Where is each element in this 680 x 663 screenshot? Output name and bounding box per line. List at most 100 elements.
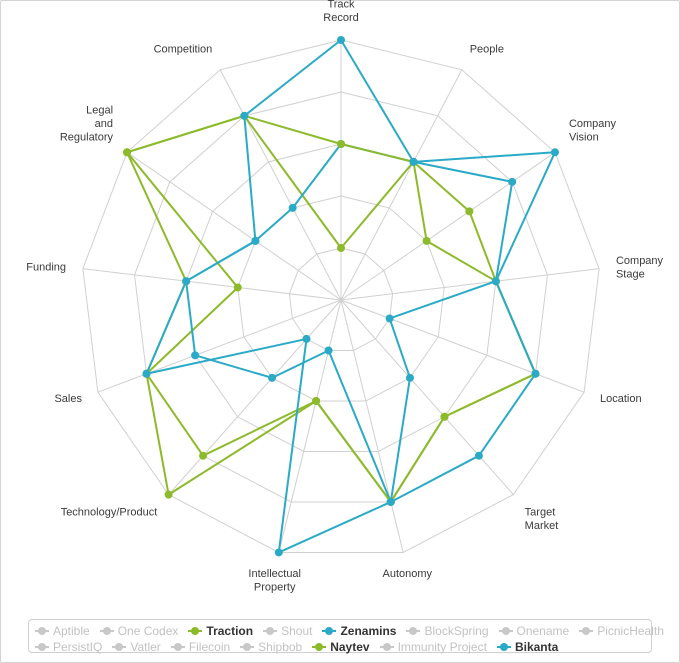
axis-label-3: Company Stage (616, 255, 664, 281)
data-point-naytev-11[interactable] (123, 148, 132, 157)
axis-label-line: Technology/Product (61, 506, 158, 518)
data-point-bikanta-11[interactable] (251, 236, 260, 245)
data-point-bikanta-10[interactable] (182, 277, 191, 286)
axis-label-9: Sales (54, 393, 82, 405)
series-line-naytev[interactable] (126, 114, 537, 503)
axis-label-1: People (470, 44, 504, 56)
axis-label-line: Company (569, 118, 617, 130)
legend-item-traction[interactable]: Traction (188, 623, 253, 639)
legend-marker-icon (188, 626, 203, 636)
legend-item-one-codex[interactable]: One Codex (99, 623, 178, 639)
axis-label-4: Location (600, 393, 642, 405)
data-point-bikanta-3[interactable] (491, 277, 500, 286)
axis-label-line: Market (525, 520, 559, 532)
axis-label-line: Stage (616, 268, 645, 280)
data-point-zenamins-2[interactable] (508, 177, 517, 186)
axis-label-10: Funding (26, 262, 66, 274)
data-point-traction-2[interactable] (465, 207, 474, 216)
axis-label-line: Property (254, 581, 296, 593)
axis-label-line: Company (616, 255, 664, 267)
data-point-naytev-0[interactable] (337, 140, 345, 148)
legend-marker-icon (240, 642, 255, 652)
legend-item-zenamins[interactable]: Zenamins (322, 623, 396, 639)
legend-marker-icon (322, 626, 337, 636)
data-point-zenamins-5[interactable] (405, 373, 414, 382)
data-point-naytev-8[interactable] (164, 490, 173, 499)
legend-label: Shipbob (258, 640, 303, 654)
axis-label-11: Legal and Regulatory (60, 105, 114, 144)
legend-label: Traction (206, 624, 254, 638)
legend-label: Shout (281, 624, 313, 638)
axis-label-line: Sales (54, 393, 82, 405)
legend-marker-icon (35, 642, 49, 652)
legend-marker-icon (263, 626, 278, 636)
legend-label: BlockSpring (424, 624, 489, 638)
data-point-bikanta-6[interactable] (386, 497, 395, 506)
data-point-zenamins-12[interactable] (288, 203, 297, 212)
data-point-zenamins-4[interactable] (385, 314, 394, 323)
data-point-bikanta-0[interactable] (337, 36, 345, 44)
legend-item-persistiq[interactable]: PersistIQ (35, 639, 102, 655)
legend-item-blockspring[interactable]: BlockSpring (406, 623, 489, 639)
axis-label-12: Competition (154, 44, 213, 56)
grid-spoke (278, 299, 342, 553)
legend-item-filecoin[interactable]: Filecoin (170, 639, 231, 655)
data-point-bikanta-12[interactable] (240, 111, 249, 120)
legend-item-shipbob[interactable]: Shipbob (240, 639, 302, 655)
data-point-bikanta-9[interactable] (142, 369, 151, 378)
legend-item-naytev[interactable]: Naytev (312, 639, 370, 655)
series-traction[interactable] (123, 111, 540, 506)
legend-item-shout[interactable]: Shout (263, 623, 312, 639)
axis-label-line: Funding (26, 262, 66, 274)
series-line-bikanta[interactable] (145, 39, 556, 554)
legend-label: Vatler (130, 640, 161, 654)
legend-row: Aptible One Codex Traction Shout Zenamins Blo… (35, 623, 664, 639)
axis-label-line: Autonomy (383, 568, 433, 580)
legend-marker-icon (112, 642, 127, 652)
data-point-naytev-7[interactable] (312, 396, 321, 405)
data-point-traction-10[interactable] (233, 283, 242, 292)
legend-marker-icon (99, 626, 114, 636)
legend-label: Bikanta (514, 640, 559, 654)
data-point-zenamins-8[interactable] (268, 373, 277, 382)
data-point-naytev-2[interactable] (422, 236, 431, 245)
axis-label-6: Autonomy (383, 568, 433, 580)
grid-spoke (126, 151, 342, 301)
legend-item-picnichealth[interactable]: PicnicHealth (579, 623, 664, 639)
legend-label: PicnicHealth (597, 624, 664, 638)
legend-item-vatler[interactable]: Vatler (112, 639, 161, 655)
axis-label-line: Legal (86, 105, 113, 117)
data-point-traction-0[interactable] (337, 244, 345, 252)
data-point-bikanta-5[interactable] (474, 451, 483, 460)
axis-label-line: Regulatory (60, 132, 114, 144)
data-point-bikanta-4[interactable] (531, 369, 540, 378)
data-point-traction-8[interactable] (199, 451, 208, 460)
data-point-bikanta-1[interactable] (409, 157, 418, 166)
data-point-bikanta-2[interactable] (550, 148, 559, 157)
legend-label: Filecoin (188, 640, 231, 654)
grid-spoke (340, 299, 514, 495)
series-naytev[interactable] (123, 111, 540, 506)
data-point-zenamins-9[interactable] (191, 351, 200, 360)
legend-marker-icon (170, 642, 185, 652)
axis-label-5: Target Market (525, 506, 559, 532)
data-point-bikanta-7[interactable] (274, 548, 283, 557)
legend-marker-icon (498, 626, 513, 636)
legend-item-aptible[interactable]: Aptible (35, 623, 90, 639)
legend-item-onename[interactable]: Onename (498, 623, 570, 639)
axis-label-line: People (470, 44, 504, 56)
legend-item-bikanta[interactable]: Bikanta (496, 639, 559, 655)
legend-item-immunity-project[interactable]: Immunity Project (379, 639, 487, 655)
data-point-bikanta-8[interactable] (302, 334, 311, 343)
legend-marker-icon (406, 626, 421, 636)
legend-label: Aptible (53, 624, 90, 638)
grid-spoke (340, 268, 600, 301)
grid-spoke (97, 299, 342, 393)
legend-marker-icon (496, 642, 511, 652)
data-point-naytev-5[interactable] (440, 412, 449, 421)
legend-label: Onename (516, 624, 570, 638)
series-bikanta[interactable] (142, 36, 559, 557)
data-point-zenamins-7[interactable] (324, 346, 333, 355)
